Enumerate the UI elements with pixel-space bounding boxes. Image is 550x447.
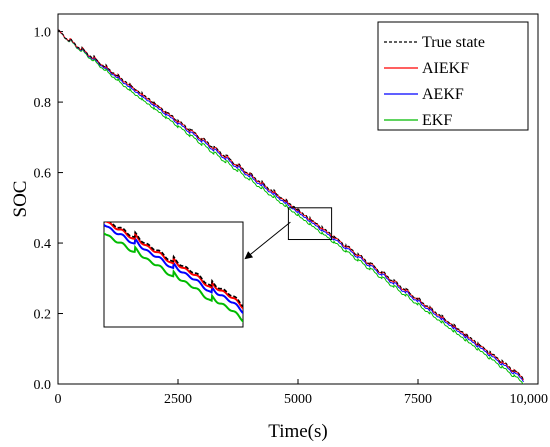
y-tick-label: 0.2 bbox=[34, 308, 52, 323]
series-line-ekf bbox=[58, 29, 524, 384]
inset-line-true-state bbox=[109, 222, 243, 308]
legend-label: AEKF bbox=[422, 86, 464, 103]
series-lines bbox=[58, 29, 524, 384]
x-tick-label: 2500 bbox=[164, 392, 192, 407]
x-tick-label: 10,000 bbox=[510, 392, 549, 407]
y-tick-label: 0.8 bbox=[34, 96, 52, 111]
x-axis-label: Time(s) bbox=[268, 421, 327, 442]
y-tick-label: 0.0 bbox=[34, 378, 52, 393]
x-tick-label: 5000 bbox=[284, 392, 312, 407]
x-tick-label: 0 bbox=[55, 392, 62, 407]
legend: True state AIEKF AEKF EKF bbox=[377, 21, 529, 131]
series-line-aiekf bbox=[58, 29, 524, 381]
legend-label: True state bbox=[422, 34, 485, 51]
legend-box bbox=[377, 21, 529, 131]
series-line-true-state bbox=[58, 29, 524, 380]
legend-label: EKF bbox=[422, 112, 452, 129]
y-tick-label: 0.4 bbox=[34, 237, 52, 252]
inset-line-ekf bbox=[104, 231, 243, 323]
y-axis-label: SOC bbox=[10, 181, 31, 218]
x-tick-label: 7500 bbox=[404, 392, 432, 407]
inset-line-aekf bbox=[104, 223, 243, 315]
x-axis-ticks: 0 2500 5000 7500 10,000 bbox=[55, 379, 549, 407]
y-axis-ticks: 0.0 0.2 0.4 0.6 0.8 1.0 bbox=[34, 26, 63, 393]
legend-label: AIEKF bbox=[422, 60, 469, 77]
y-tick-label: 0.6 bbox=[34, 167, 52, 182]
zoom-arrow bbox=[244, 221, 291, 260]
inset-zoom-plot bbox=[104, 222, 243, 323]
series-line-aekf bbox=[58, 29, 524, 383]
y-tick-label: 1.0 bbox=[34, 26, 52, 41]
